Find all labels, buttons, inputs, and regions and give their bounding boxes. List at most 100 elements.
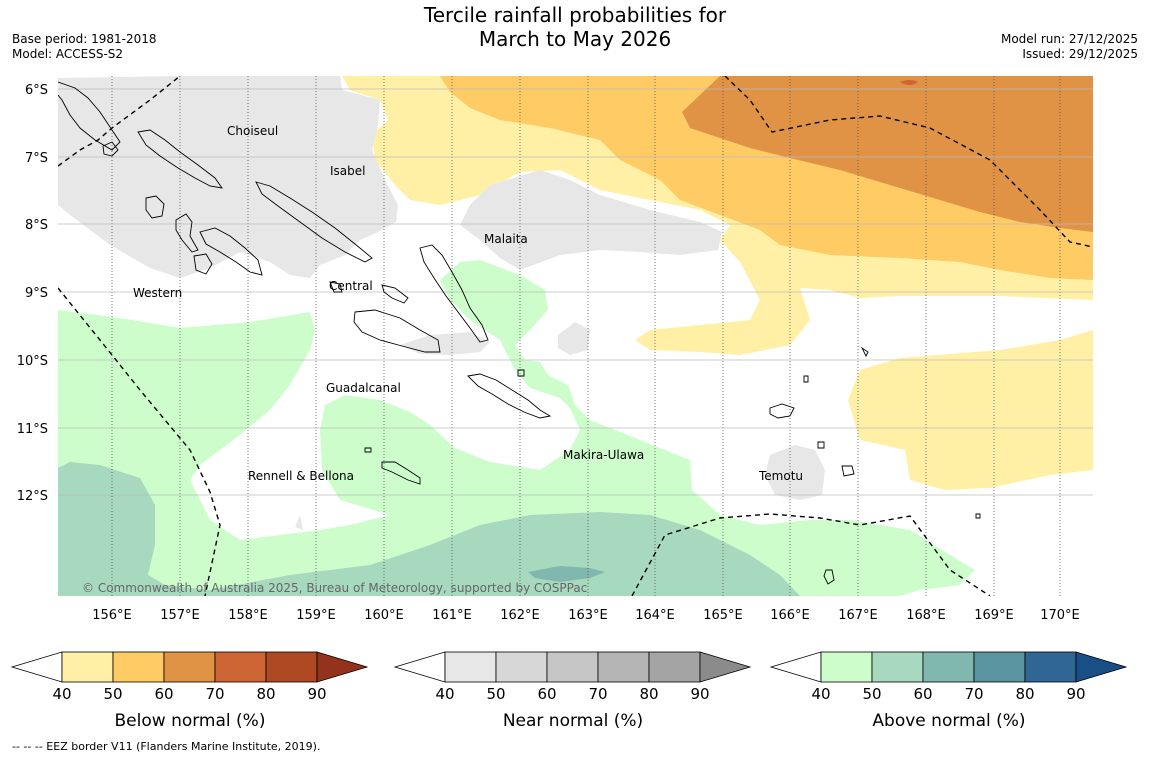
eez-legend-note: -- -- -- EEZ border V11 (Flanders Marine… bbox=[12, 740, 321, 753]
lon-label-158e: 158°E bbox=[228, 608, 268, 623]
lon-label-163e: 163°E bbox=[568, 608, 608, 623]
colorbar-below-upper-extension bbox=[316, 651, 369, 683]
region-label-central: Central bbox=[329, 279, 373, 293]
new-georgia-group bbox=[199, 227, 263, 276]
lon-label-156e: 156°E bbox=[92, 608, 132, 623]
region-label-rennell: Rennell & Bellona bbox=[248, 469, 354, 483]
guadalcanal-island bbox=[353, 309, 441, 353]
colorbar-below-segment-70 bbox=[214, 651, 267, 683]
near-normal-guadalcanal-area bbox=[400, 332, 490, 355]
shortland-island bbox=[102, 141, 119, 157]
colorbar-near-label: Near normal (%) bbox=[503, 711, 643, 731]
colorbar-above-segment-80 bbox=[1024, 651, 1077, 683]
bellona-island bbox=[364, 447, 372, 453]
colorbar-near-tick-60: 60 bbox=[537, 685, 556, 703]
colorbar-below-normal: 40 50 60 70 80 90 bbox=[10, 651, 369, 703]
region-label-choiseul: Choiseul bbox=[227, 124, 278, 138]
colorbar-above-tick-70: 70 bbox=[964, 685, 983, 703]
colorbar-near-lower-extension bbox=[393, 651, 446, 683]
region-label-guadalcanal: Guadalcanal bbox=[326, 381, 401, 395]
colorbar-below-tick-60: 60 bbox=[154, 685, 173, 703]
near-normal-rennell-area bbox=[295, 515, 303, 530]
region-label-isabel: Isabel bbox=[330, 164, 365, 178]
colorbar-near-segment-40 bbox=[444, 651, 497, 683]
below-normal-70-area bbox=[900, 80, 918, 85]
colorbar-above-segment-50 bbox=[871, 651, 924, 683]
longitude-labels: 156°E 157°E 158°E 159°E 160°E 161°E 162°… bbox=[92, 608, 1080, 623]
eez-border-north-east bbox=[724, 76, 1093, 248]
colorbar-near-segment-50 bbox=[495, 651, 548, 683]
colorbar-near-tick-80: 80 bbox=[639, 685, 658, 703]
isabel-island bbox=[255, 181, 373, 263]
colorbar-below-tick-70: 70 bbox=[205, 685, 224, 703]
lon-label-167e: 167°E bbox=[838, 608, 878, 623]
above-normal-60-area bbox=[528, 566, 605, 582]
lon-label-169e: 169°E bbox=[974, 608, 1014, 623]
probability-shading bbox=[58, 76, 1093, 596]
colorbar-above-upper-extension bbox=[1075, 651, 1128, 683]
colorbar-below-tick-50: 50 bbox=[103, 685, 122, 703]
lon-label-160e: 160°E bbox=[364, 608, 404, 623]
rendova-island bbox=[193, 253, 213, 275]
colorbar-near-tick-70: 70 bbox=[588, 685, 607, 703]
colorbar-near-segment-60 bbox=[546, 651, 599, 683]
lat-label-11s: 11°S bbox=[17, 422, 48, 437]
lon-label-164e: 164°E bbox=[635, 608, 675, 623]
meta-right: Model run: 27/12/2025 Issued: 29/12/2025 bbox=[1001, 32, 1138, 62]
lon-label-159e: 159°E bbox=[296, 608, 336, 623]
meta-left: Base period: 1981-2018 Model: ACCESS-S2 bbox=[12, 32, 157, 62]
duff-islands bbox=[860, 346, 869, 358]
colorbar-below-segment-50 bbox=[112, 651, 165, 683]
title-line-1: Tercile rainfall probabilities for bbox=[423, 3, 727, 27]
model-text: Model: ACCESS-S2 bbox=[12, 47, 124, 61]
choiseul-island bbox=[137, 129, 223, 189]
colorbar-below-label: Below normal (%) bbox=[115, 711, 266, 731]
colorbar-below-segment-60 bbox=[163, 651, 216, 683]
model-run-text: Model run: 27/12/2025 bbox=[1000, 32, 1138, 46]
santa-cruz-island bbox=[769, 403, 795, 419]
latitude-labels: 6°S 7°S 8°S 9°S 10°S 11°S 12°S bbox=[17, 83, 48, 504]
colorbar-above-normal: 40 50 60 70 80 90 bbox=[769, 651, 1128, 703]
colorbar-near-tick-40: 40 bbox=[435, 685, 454, 703]
colorbar-below-segment-40 bbox=[61, 651, 114, 683]
latitude-lines bbox=[58, 88, 1093, 496]
utupua-island bbox=[817, 441, 825, 449]
lon-label-165e: 165°E bbox=[703, 608, 743, 623]
bougainville-island bbox=[58, 81, 121, 151]
lon-label-161e: 161°E bbox=[432, 608, 472, 623]
malaita-island bbox=[419, 244, 489, 343]
russell-islands bbox=[329, 281, 343, 293]
region-label-temotu: Temotu bbox=[758, 469, 803, 483]
below-normal-60-area bbox=[682, 76, 1093, 232]
eez-border-northwest bbox=[58, 76, 181, 167]
title-line-2: March to May 2026 bbox=[478, 27, 672, 51]
colorbar-above-tick-80: 80 bbox=[1015, 685, 1034, 703]
lon-label-168e: 168°E bbox=[906, 608, 946, 623]
region-labels: Choiseul Isabel Malaita Western Central … bbox=[133, 124, 803, 483]
colorbar-below-lower-extension bbox=[10, 651, 63, 683]
reef-islands bbox=[803, 375, 809, 383]
colorbar-near-tick-90: 90 bbox=[690, 685, 709, 703]
vanikoro-island bbox=[841, 465, 855, 477]
near-normal-malaita-area bbox=[460, 170, 722, 270]
colorbar-below-tick-90: 90 bbox=[307, 685, 326, 703]
colorbar-near-tick-50: 50 bbox=[486, 685, 505, 703]
near-normal-small-area bbox=[558, 322, 590, 355]
florida-islands bbox=[381, 284, 409, 304]
lon-label-157e: 157°E bbox=[160, 608, 200, 623]
colorbar-above-lower-extension bbox=[769, 651, 822, 683]
anuta-island bbox=[975, 513, 981, 519]
ulawa-island bbox=[517, 369, 525, 377]
lon-label-162e: 162°E bbox=[500, 608, 540, 623]
colorbar-below-segment-80 bbox=[265, 651, 318, 683]
colorbar-above-tick-90: 90 bbox=[1066, 685, 1085, 703]
above-normal-50-area bbox=[58, 462, 800, 596]
issued-text: Issued: 29/12/2025 bbox=[1022, 47, 1138, 61]
eez-border-west bbox=[58, 287, 221, 596]
colorbar-above-tick-40: 40 bbox=[811, 685, 830, 703]
colorbar-below-tick-80: 80 bbox=[256, 685, 275, 703]
colorbar-above-label: Above normal (%) bbox=[872, 711, 1025, 731]
lat-label-7s: 7°S bbox=[25, 151, 48, 166]
colorbar-near-upper-extension bbox=[699, 651, 752, 683]
lat-label-10s: 10°S bbox=[17, 354, 48, 369]
